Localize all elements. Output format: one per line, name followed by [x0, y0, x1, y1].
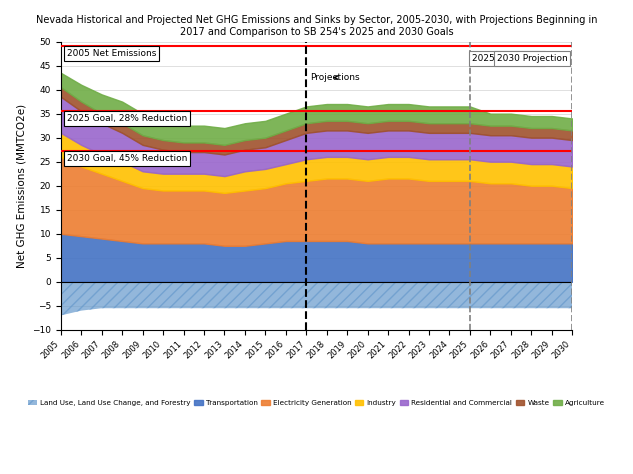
Text: 2030 Goal, 45% Reduction: 2030 Goal, 45% Reduction	[67, 154, 187, 163]
Legend: Land Use, Land Use Change, and Forestry, Transportation, Electricity Generation,: Land Use, Land Use Change, and Forestry,…	[25, 397, 608, 409]
Text: Projections: Projections	[310, 73, 360, 82]
Text: 2005 Net Emissions: 2005 Net Emissions	[67, 49, 156, 58]
Text: 2025 Projection: 2025 Projection	[472, 54, 542, 63]
Text: 2025 Goal, 28% Reduction: 2025 Goal, 28% Reduction	[67, 114, 187, 123]
Title: Nevada Historical and Projected Net GHG Emissions and Sinks by Sector, 2005-2030: Nevada Historical and Projected Net GHG …	[35, 15, 598, 36]
Y-axis label: Net GHG Emissions (MMTCO2e): Net GHG Emissions (MMTCO2e)	[16, 104, 27, 268]
Text: 2030 Projection: 2030 Projection	[496, 54, 567, 63]
